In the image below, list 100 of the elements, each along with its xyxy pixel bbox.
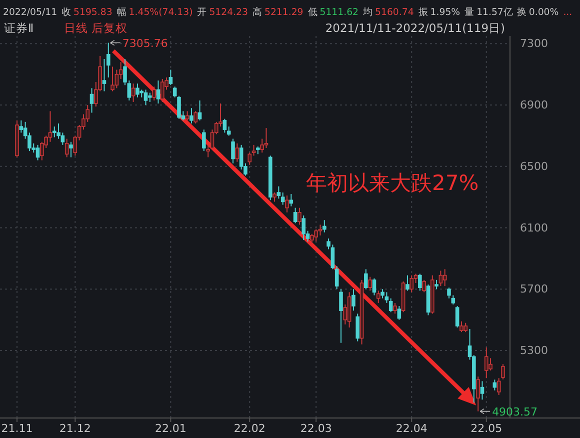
candlestick [102,58,106,92]
candlestick [380,288,384,299]
candlestick [410,274,414,293]
candlestick [226,126,231,136]
candlestick [488,358,492,371]
x-tick-label: 22.02 [234,422,266,435]
candlestick [272,192,276,202]
candlestick [160,78,164,102]
candlestick [248,152,252,166]
candlestick [393,302,397,314]
text: 均 5160.74 [362,7,414,18]
candlestick [60,132,65,146]
candlestick [235,142,240,162]
candlestick [330,244,335,270]
candlestick [451,294,456,305]
candlestick [302,214,306,241]
text: 量 11.57亿 [464,7,512,18]
candlestick [64,138,69,158]
candlestick [376,290,380,304]
annotation: 4903.57 [492,405,538,418]
text: 2021/11/11-2022/05/11(119日) [325,21,505,35]
candlestick [90,88,94,114]
text: 低 5111.62 [308,7,359,18]
text: 收 5195.83 [62,7,112,18]
candlestick [114,69,119,89]
candlestick [310,233,314,244]
candlestick [422,279,426,293]
candlestick [384,292,389,304]
annotation: 年初以来大跌27% [306,171,479,195]
candlestick [455,306,460,328]
text: ... [563,7,572,18]
candlestick [194,110,198,124]
text: 幅 1.45%(74.13) [116,7,193,18]
candlestick [438,270,443,287]
candlestick [298,207,302,226]
candlestick [252,144,256,156]
candlestick [19,120,24,134]
x-tick-label: 22.03 [300,422,332,435]
candlestick [152,86,156,101]
y-tick-label: 6500 [520,160,548,173]
candlestick [418,273,422,292]
candlestick [476,376,480,412]
candlestick [480,380,484,400]
candlestick [136,83,140,98]
candlestick [156,80,160,104]
candlestick [314,228,318,242]
candlestick [442,268,447,287]
candlestick [496,378,501,396]
candlestick [434,279,438,290]
x-tick-label: 22.01 [154,422,186,435]
text: 高 5211.29 [252,7,304,18]
y-tick-label: 5700 [520,282,548,296]
y-tick-label: 6900 [520,98,548,112]
candlestick [222,118,227,134]
candlestick [352,288,356,312]
candlestick [464,322,468,333]
annotation: 7305.76 [122,36,168,50]
y-tick-label: 5300 [520,344,548,358]
text: 振 1.95% [418,7,460,18]
candlestick [69,141,73,158]
candlestick [364,268,368,290]
x-tick-label: 21.11 [1,422,33,435]
candlestick [231,138,235,164]
candlestick [406,274,410,292]
candlestick [356,313,360,342]
y-tick-label: 6100 [520,221,548,234]
candlestick [110,66,114,92]
candlestick [339,288,343,344]
candlestick [168,69,173,86]
candlestick [285,195,289,213]
text: 换 0.00% [516,7,559,18]
candlestick [144,89,148,106]
candlestick [447,287,451,299]
x-tick-label: 22.04 [396,422,428,435]
candlestick [276,186,281,200]
candlestick [322,220,326,233]
candlestick [293,207,298,224]
candlestick [334,266,339,290]
candlestick [202,129,206,152]
candlestick [368,276,372,292]
chart-title: 证券Ⅱ [4,21,34,35]
y-tick-label: 7300 [520,37,548,50]
chart-subtitle: 日线 后复权 [64,21,128,35]
candlestick [397,306,402,320]
text: 2022/05/11 [3,7,58,18]
candlestick [388,298,393,313]
candlestick [280,192,285,206]
candlestick [484,346,488,379]
candlestick [190,108,194,124]
candlestick [264,128,268,148]
text: 开 5124.23 [197,7,248,18]
x-tick-label: 21.12 [59,422,91,435]
candlestick [372,278,376,296]
candlestick [106,42,110,78]
x-tick-label: 22.05 [470,422,502,435]
candlestick [36,144,40,161]
candlestick [148,92,152,102]
candlestick [501,364,505,380]
candlestick [460,320,464,333]
candlestick [52,126,56,138]
